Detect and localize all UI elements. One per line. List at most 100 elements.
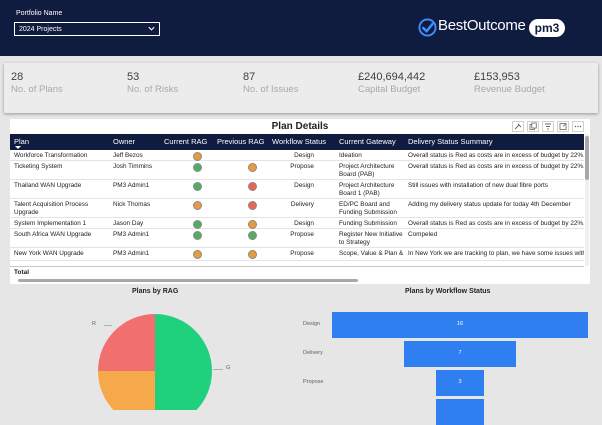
funnel-bar[interactable]: 7 — [404, 341, 516, 367]
column-header-current-rag[interactable]: Current RAG — [164, 137, 208, 146]
cell-owner: Josh Timmins — [113, 163, 153, 170]
kpi-value: £240,694,442 — [358, 71, 426, 83]
table-row[interactable]: Workforce Transformation Jeff Bezos Design… — [10, 150, 584, 161]
cell-plan: South Africa WAN Upgrade — [14, 231, 92, 238]
pie-label-R: R — [92, 321, 96, 327]
current-rag-indicator — [193, 231, 202, 240]
table-header: Plan Owner Current RAG Previous RAG Work… — [10, 134, 584, 150]
column-header-plan[interactable]: Plan — [14, 137, 30, 146]
kpi-revenue-budget: £153,953 Revenue Budget — [474, 71, 545, 95]
portfolio-select-value: 2024 Projects — [19, 26, 62, 33]
kpi-bar: 28 No. of Plans 53 No. of Risks 87 No. o… — [4, 63, 598, 113]
column-header-previous-rag[interactable]: Previous RAG — [217, 137, 265, 146]
chevron-down-icon — [148, 26, 155, 31]
cell-current-gateway: Scope, Value & Plan & — [339, 250, 404, 257]
current-rag-indicator — [193, 201, 202, 210]
funnel-bar[interactable]: 16 — [332, 312, 588, 338]
funnel-bar[interactable]: 3 — [436, 370, 484, 396]
kpi-label: Capital Budget — [358, 84, 421, 95]
visual-toolbar — [512, 121, 584, 132]
kpi-value: £153,953 — [474, 71, 520, 83]
cell-owner: Nick Thomas — [113, 201, 151, 208]
cell-delivery-summary: Still issues with installation of new du… — [408, 182, 548, 189]
funnel-bar[interactable] — [436, 399, 484, 425]
horizontal-scrollbar-thumb[interactable] — [18, 279, 358, 282]
funnel-value-label: 3 — [458, 379, 462, 385]
funnel-category-label: Delivery — [303, 350, 323, 356]
cell-owner: Jeff Bezos — [113, 152, 143, 159]
cell-plan: Workforce Transformation — [14, 152, 88, 159]
cell-workflow-status: Delivery — [290, 201, 314, 208]
rag-pie-svg — [98, 314, 212, 410]
kpi-label: No. of Plans — [11, 84, 63, 95]
more-options-button[interactable] — [572, 121, 584, 132]
pie-slice-R[interactable] — [98, 314, 155, 371]
kpi-label: No. of Issues — [243, 84, 299, 95]
column-header-delivery-summary[interactable]: Delivery Status Summary — [408, 137, 493, 146]
table-row[interactable]: Thailand WAN Upgrade PM3 Admin1 Design Proj… — [10, 180, 584, 199]
cell-workflow-status: Design — [294, 152, 314, 159]
vertical-scrollbar-track[interactable] — [585, 134, 589, 266]
pie-leader-line — [213, 369, 223, 370]
bestoutcome-logo: BestOutcome pm3 — [418, 16, 590, 40]
kpi-issues: 87 No. of Issues — [243, 71, 298, 95]
copy-icon — [529, 122, 537, 130]
logo-badge: pm3 — [529, 19, 565, 37]
current-rag-indicator — [193, 220, 202, 229]
pin-icon — [514, 123, 522, 130]
filter-icon — [545, 123, 551, 130]
table-row[interactable]: System Implementation 1 Jason Day Design Fu… — [10, 218, 584, 229]
cell-owner: PM3 Admin1 — [113, 182, 150, 189]
kpi-capital-budget: £240,694,442 Capital Budget — [358, 71, 425, 95]
cell-workflow-status: Propose — [290, 250, 314, 257]
cell-delivery-summary: Overall status is Red as costs are in ex… — [408, 163, 584, 170]
cell-delivery-summary: In New York we are tracking to plan, we … — [408, 250, 584, 257]
kpi-value: 28 — [11, 71, 24, 83]
logo-text: BestOutcome — [438, 17, 526, 34]
previous-rag-indicator — [248, 231, 257, 240]
table-row[interactable]: Talent Acquisition Process Upgrade Nick T… — [10, 199, 584, 218]
cell-current-gateway: Project Architecture Board (PAB) — [339, 163, 395, 178]
previous-rag-indicator — [248, 182, 257, 191]
expand-icon — [559, 123, 567, 130]
cell-workflow-status: Design — [294, 182, 314, 189]
column-header-current-gateway[interactable]: Current Gateway — [339, 137, 396, 146]
table-row[interactable]: New York WAN Upgrade PM3 Admin1 Propose Sco… — [10, 248, 584, 261]
cell-current-gateway: Ideation — [339, 152, 362, 159]
kpi-label: No. of Risks — [127, 84, 179, 95]
check-circle-icon — [418, 18, 437, 37]
cell-plan: Thailand WAN Upgrade — [14, 182, 82, 189]
cell-plan: Ticketing System — [14, 163, 63, 170]
kpi-value: 53 — [127, 71, 140, 83]
kpi-risks: 53 No. of Risks — [127, 71, 178, 95]
portfolio-select[interactable]: 2024 Projects — [14, 22, 160, 36]
sort-descending-icon — [15, 146, 21, 149]
focus-mode-button[interactable] — [557, 121, 569, 132]
pin-button[interactable] — [512, 121, 524, 132]
vertical-scrollbar-thumb[interactable] — [585, 136, 589, 180]
cell-delivery-summary: Overall status is Red as costs are in ex… — [408, 220, 584, 227]
kpi-plans: 28 No. of Plans — [11, 71, 63, 95]
cell-owner: PM3 Admin1 — [113, 250, 150, 257]
workflow-chart-title: Plans by Workflow Status — [405, 288, 491, 295]
pie-slice-A[interactable] — [98, 371, 155, 410]
table-row[interactable]: South Africa WAN Upgrade PM3 Admin1 Propos… — [10, 229, 584, 248]
cell-current-gateway: Register New Initiative to Strategy — [339, 231, 403, 246]
funnel-category-label: Propose — [303, 379, 324, 385]
cell-workflow-status: Design — [294, 220, 314, 227]
current-rag-indicator — [193, 152, 202, 161]
filter-button[interactable] — [542, 121, 554, 132]
plan-details-title: Plan Details — [271, 121, 329, 132]
previous-rag-indicator — [248, 163, 257, 172]
cell-delivery-summary: Adding my delivery status update for tod… — [408, 201, 571, 208]
cell-workflow-status: Propose — [290, 163, 314, 170]
copy-button[interactable] — [527, 121, 539, 132]
cell-owner: Jason Day — [113, 220, 144, 227]
column-header-workflow-status[interactable]: Workflow Status — [272, 137, 327, 146]
pie-leader-line — [104, 325, 112, 326]
column-header-owner[interactable]: Owner — [113, 137, 136, 146]
table-total-row: Total — [10, 266, 584, 278]
table-row[interactable]: Ticketing System Josh Timmins Propose Proje… — [10, 161, 584, 180]
cell-plan: Talent Acquisition Process Upgrade — [14, 201, 89, 216]
pie-slice-G[interactable] — [155, 314, 212, 410]
